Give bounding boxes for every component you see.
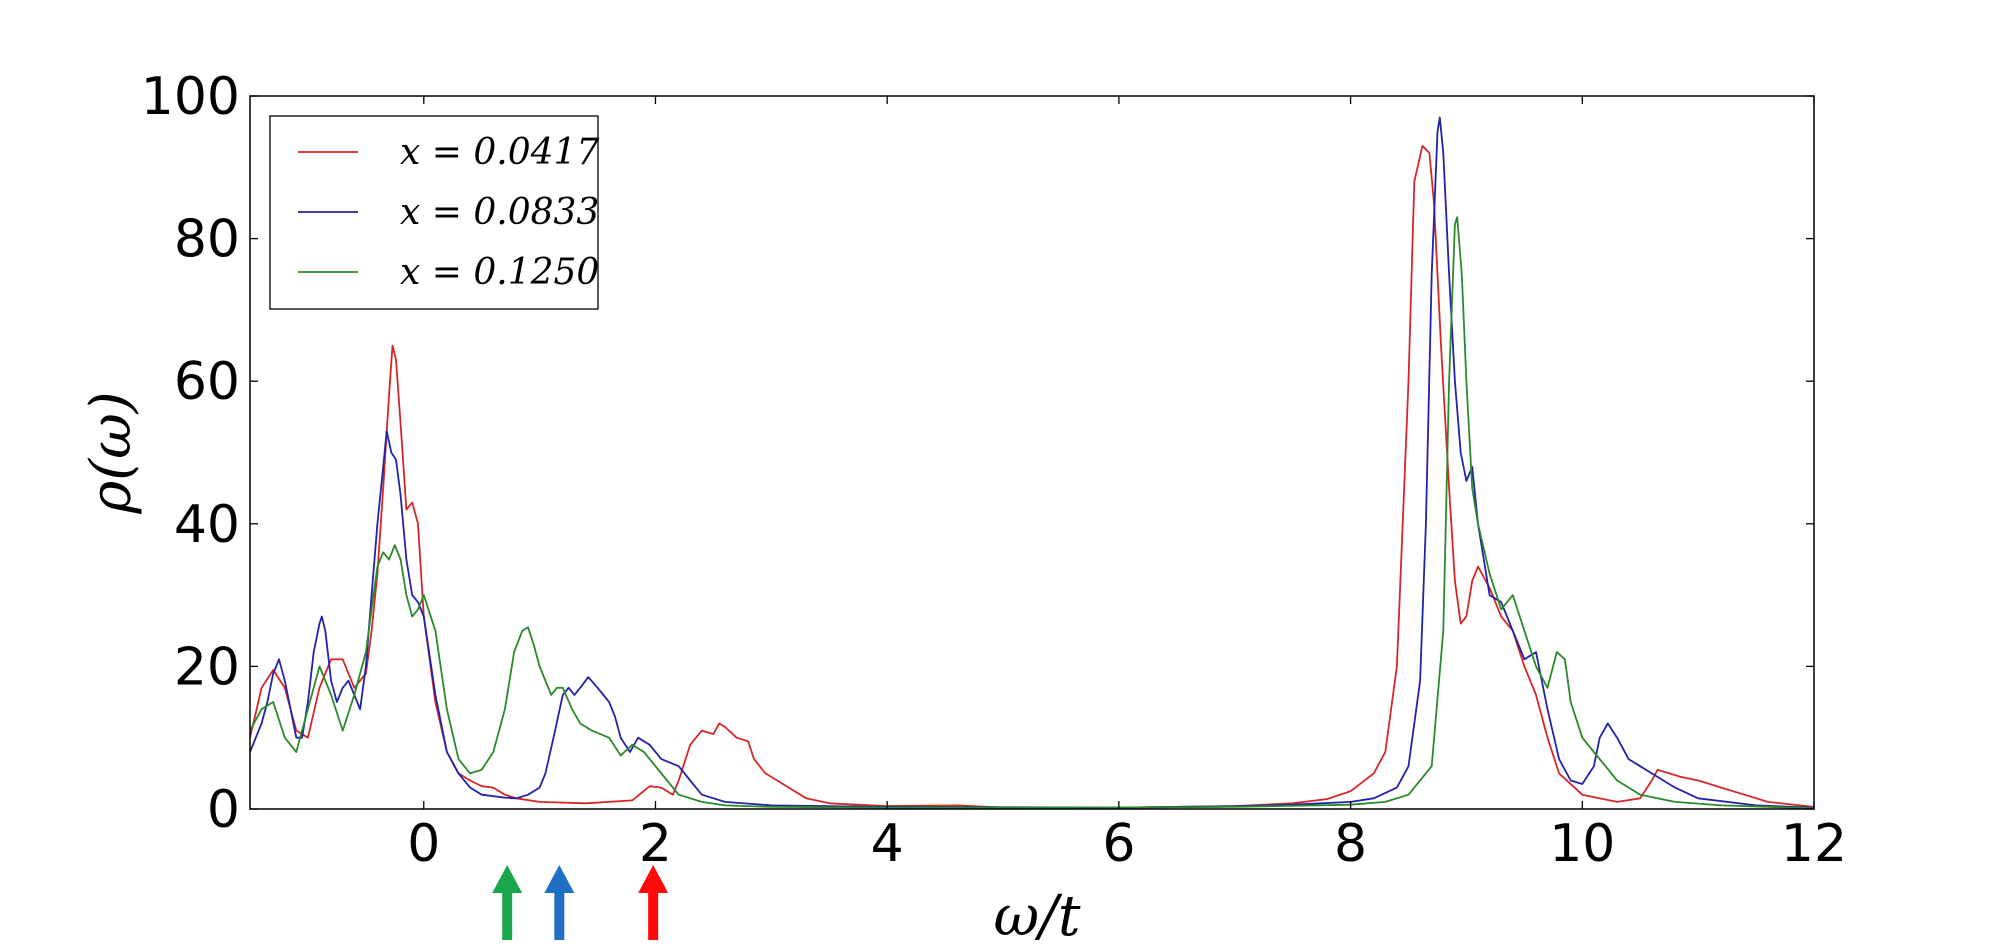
legend: x = 0.0417 x = 0.0833 x = 0.1250 (269, 115, 599, 310)
marker-arrow (492, 865, 523, 940)
marker-arrow (544, 865, 575, 940)
plot-frame (249, 95, 1815, 810)
ticks-layer: 0 2 4 6 8 10 12 0 20 40 60 80 100 (141, 67, 1847, 874)
arrows-layer (492, 865, 669, 940)
legend-label: x = 0.0833 (400, 192, 599, 233)
series-line-3 (250, 216, 1814, 809)
y-tick-label: 0 (207, 780, 240, 840)
y-tick-label: 20 (174, 637, 240, 697)
y-tick-label: 100 (141, 67, 240, 127)
x-tick-label: 8 (1334, 814, 1367, 874)
x-tick-label: 2 (639, 814, 672, 874)
marker-arrow (638, 865, 669, 940)
x-tick-label: 6 (1102, 814, 1135, 874)
legend-label: x = 0.1250 (400, 252, 599, 293)
series-line-1 (250, 145, 1814, 809)
y-tick-label: 40 (174, 495, 240, 555)
x-tick-label: 10 (1549, 814, 1615, 874)
x-tick-label: 0 (407, 814, 440, 874)
x-tick-label: 12 (1781, 814, 1847, 874)
y-axis-label: ρ(ω) (79, 391, 144, 514)
x-tick-label: 4 (871, 814, 904, 874)
x-axis-label: ω/t (993, 884, 1081, 949)
y-tick-label: 60 (174, 352, 240, 412)
series-layer (250, 116, 1814, 809)
legend-label: x = 0.0417 (400, 132, 599, 173)
y-tick-label: 80 (174, 210, 240, 270)
